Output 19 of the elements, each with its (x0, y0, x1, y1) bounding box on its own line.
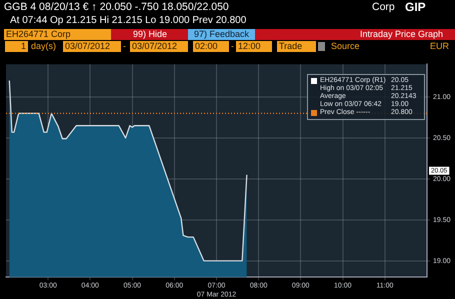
text: Trade (277, 41, 316, 52)
text: 12:00 (236, 41, 272, 52)
text: GGB 4 08/20/13 € ↑ 20.050 -.750 18.050/22.050 (4, 1, 229, 13)
chart-title: Intraday Price Graph (358, 29, 443, 40)
text: GIP (405, 0, 426, 14)
text: EUR (430, 41, 450, 52)
text: 99) Hide (133, 29, 168, 40)
text: 1 (5, 41, 28, 52)
text: 03/07/2012 (63, 41, 121, 52)
text: At 07:44 Op 21.215 Hi 21.215 Lo 19.000 Prev 20.800 (10, 15, 246, 26)
text: - (231, 41, 234, 52)
text: - (123, 41, 126, 52)
text: Corp (372, 1, 395, 13)
text: 03/07/2012 (130, 41, 188, 52)
text: EH264771 Corp (4, 29, 111, 40)
text: day(s) (31, 41, 56, 52)
text: 97) Feedback (188, 29, 255, 40)
text: 02:00 (193, 41, 229, 52)
text: Source (331, 41, 360, 52)
